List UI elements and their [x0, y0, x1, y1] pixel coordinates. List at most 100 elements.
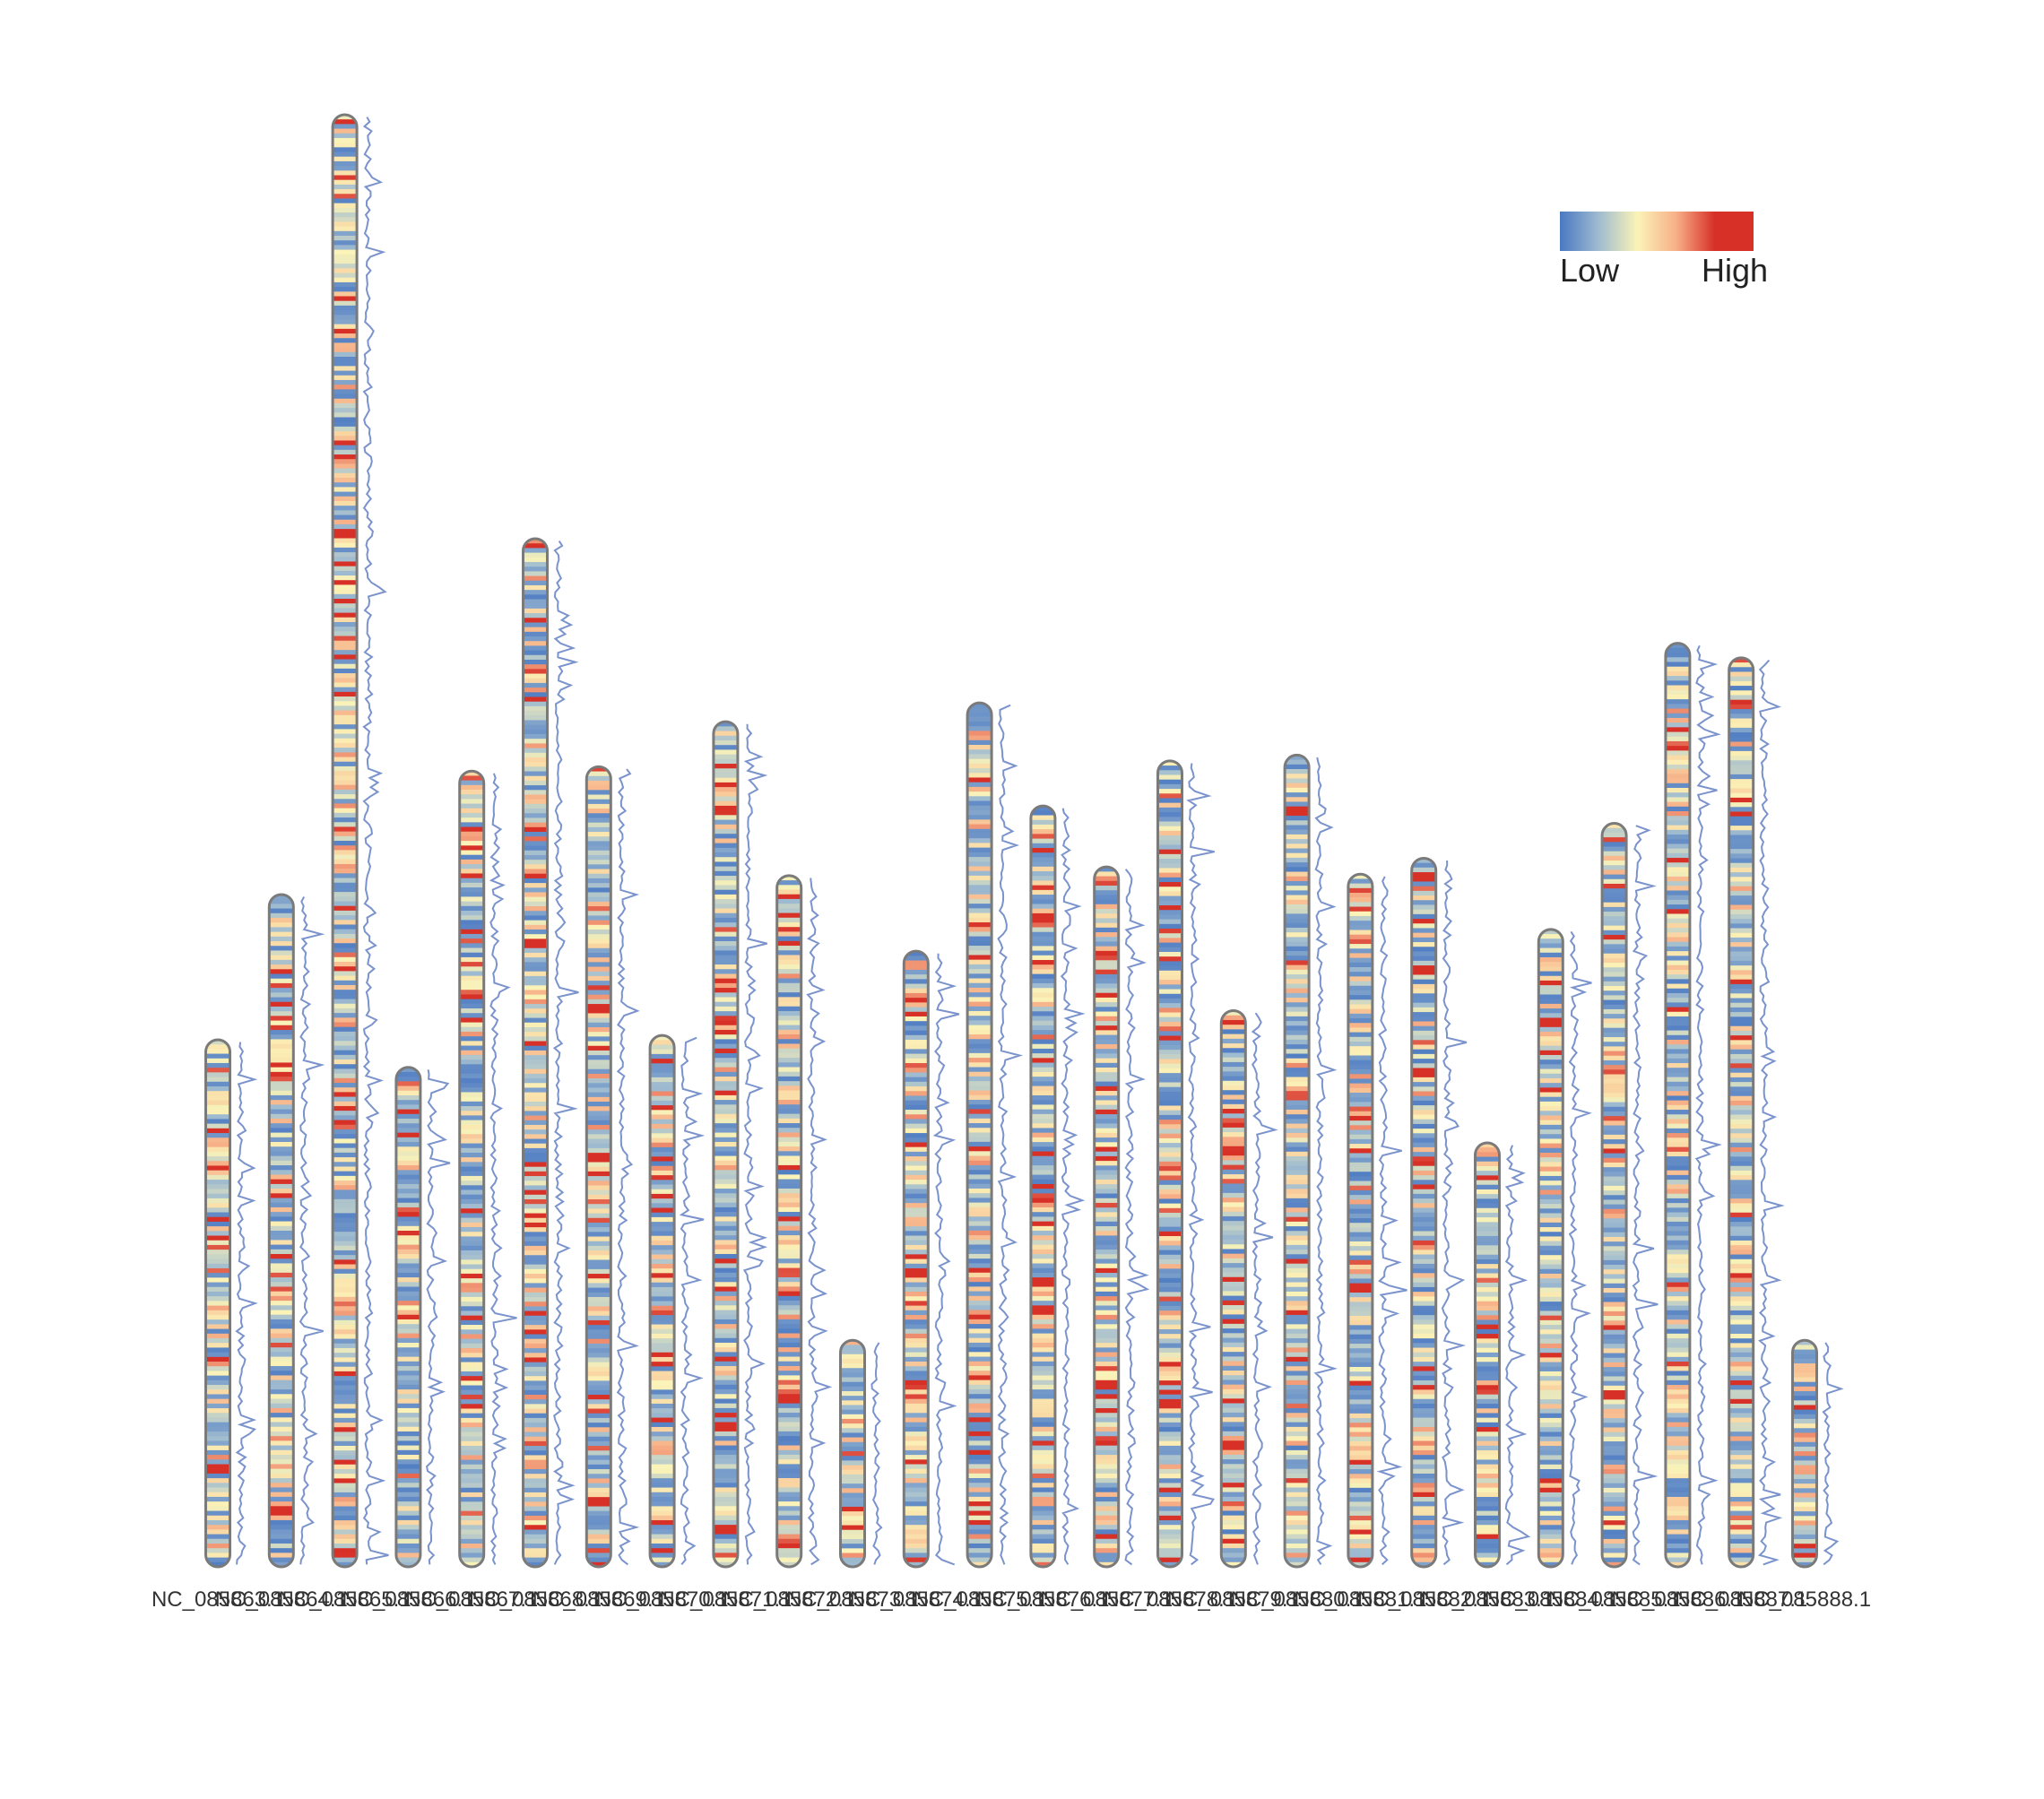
density-line	[552, 541, 579, 1565]
density-band	[586, 1008, 611, 1015]
density-band	[523, 1404, 548, 1410]
density-band	[776, 1380, 801, 1386]
density-band	[967, 1337, 992, 1344]
density-band	[333, 1310, 358, 1317]
density-band	[586, 1306, 611, 1312]
density-band	[1538, 1538, 1563, 1544]
density-band	[586, 883, 611, 888]
density-band	[586, 826, 611, 833]
chromosome-label: NC_085879.1	[1167, 1587, 1300, 1612]
density-band	[1094, 1155, 1119, 1162]
density-band	[1157, 1301, 1182, 1307]
density-band	[1157, 1184, 1182, 1190]
density-band	[333, 361, 358, 367]
density-band	[1411, 1529, 1436, 1535]
density-band	[1411, 1501, 1436, 1507]
density-band	[1538, 1357, 1563, 1363]
density-band	[1157, 1529, 1182, 1535]
density-band	[776, 1132, 801, 1138]
density-band	[904, 1277, 929, 1284]
density-band	[713, 1426, 738, 1432]
density-band	[1030, 1043, 1055, 1050]
density-band	[1411, 989, 1436, 994]
density-band	[1285, 1314, 1310, 1320]
density-band	[840, 1340, 865, 1346]
density-band	[1665, 1235, 1690, 1241]
density-band	[1665, 1557, 1690, 1563]
density-band	[333, 1483, 358, 1489]
density-band	[1665, 1519, 1690, 1526]
density-band	[1665, 881, 1690, 887]
density-band	[840, 1368, 865, 1373]
density-band	[840, 1460, 865, 1466]
density-band	[1157, 817, 1182, 823]
density-band	[523, 1417, 548, 1423]
density-band	[333, 496, 358, 502]
density-band	[776, 1034, 801, 1040]
density-band	[333, 1371, 358, 1377]
density-band	[1411, 1216, 1436, 1223]
density-band	[333, 812, 358, 818]
density-band	[1221, 1342, 1246, 1348]
density-band	[776, 1001, 801, 1008]
density-band	[967, 1534, 992, 1540]
density-band	[1030, 1301, 1055, 1306]
density-band	[1538, 1175, 1563, 1181]
density-band	[1030, 936, 1055, 942]
density-band	[1538, 1032, 1563, 1037]
density-band	[1665, 1077, 1690, 1083]
density-band	[269, 1165, 294, 1171]
density-band	[1728, 1193, 1754, 1199]
density-band	[967, 1506, 992, 1512]
density-band	[1157, 1450, 1182, 1456]
density-band	[586, 1092, 611, 1098]
density-band	[776, 1487, 801, 1493]
density-band	[1285, 1501, 1310, 1507]
density-band	[205, 1128, 230, 1134]
density-band	[586, 1087, 611, 1094]
density-band	[205, 1314, 230, 1320]
density-band	[1094, 1291, 1119, 1297]
density-band	[840, 1451, 865, 1457]
density-band	[1792, 1414, 1817, 1420]
density-band	[776, 1216, 801, 1223]
density-band	[776, 894, 801, 900]
density-band	[459, 1343, 484, 1349]
density-band	[1094, 1254, 1119, 1260]
density-band	[1475, 1343, 1500, 1349]
density-band	[459, 915, 484, 921]
density-band	[333, 831, 358, 837]
density-band	[1347, 1264, 1373, 1270]
density-band	[1285, 1440, 1310, 1447]
density-band	[1728, 1142, 1754, 1148]
density-band	[713, 1216, 738, 1223]
density-band	[333, 1073, 358, 1079]
density-band	[1347, 1120, 1373, 1126]
density-band	[269, 1478, 294, 1483]
density-band	[459, 1525, 484, 1531]
density-band	[1728, 1515, 1754, 1521]
density-band	[459, 1296, 484, 1302]
density-band	[1030, 1501, 1055, 1507]
density-band	[904, 1548, 929, 1553]
density-band	[1030, 1468, 1055, 1475]
density-band	[1030, 1272, 1055, 1278]
density-band	[1221, 1146, 1246, 1152]
density-band	[333, 1101, 358, 1107]
density-band	[1094, 867, 1119, 872]
density-band	[205, 1449, 230, 1456]
density-band	[1030, 1183, 1055, 1189]
density-band	[333, 975, 358, 982]
density-band	[1094, 1436, 1119, 1442]
density-band	[1157, 1455, 1182, 1461]
density-band	[1602, 883, 1627, 889]
density-band	[205, 1119, 230, 1125]
density-band	[1538, 1283, 1563, 1289]
density-band	[269, 982, 294, 989]
density-band	[586, 971, 611, 977]
density-band	[1285, 1362, 1310, 1367]
density-band	[1602, 1088, 1627, 1094]
density-band	[586, 790, 611, 796]
density-band	[523, 1217, 548, 1224]
density-band	[1538, 1124, 1563, 1130]
